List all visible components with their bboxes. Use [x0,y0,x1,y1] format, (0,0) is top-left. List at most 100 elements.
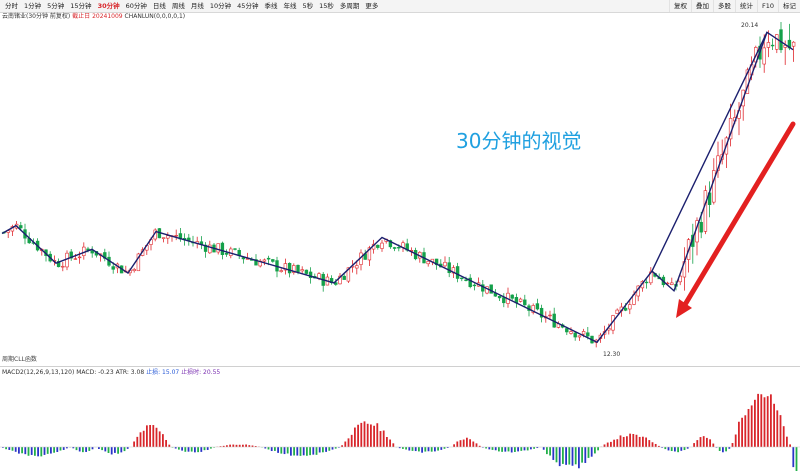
macd-bar [287,447,289,453]
toolbar-button[interactable]: 多股 [713,0,735,12]
macd-bar [552,447,554,460]
period-tab[interactable]: 季线 [261,0,280,12]
macd-bar [181,447,183,451]
candle-body [288,263,291,273]
toolbar-button[interactable]: F10 [757,0,778,12]
macd-bar [156,428,158,447]
macd-bar [380,431,382,447]
macd-bar [495,447,497,450]
toolbar-button[interactable]: 统计 [735,0,757,12]
period-tab[interactable]: 1分钟 [21,0,44,12]
candle-body [78,257,81,258]
macd-bar [565,447,567,465]
macd-bar [114,447,116,453]
macd-bar [610,442,612,447]
candle-body [586,333,589,336]
macd-bar [271,447,273,451]
macd-bar [408,447,410,451]
period-tab[interactable]: 更多 [362,0,381,12]
macd-bar [40,447,42,456]
macd-bar [344,442,346,447]
macd-bar [469,439,471,447]
low-price-label: 12.30 [603,351,620,358]
macd-bar [492,447,494,450]
macd-bar [424,447,426,452]
candle-body [460,278,463,279]
macd-bar [706,438,708,447]
period-tab[interactable]: 60分钟 [123,0,150,12]
macd-bar [418,447,420,451]
macd-bar [508,447,510,451]
candlestick-chart[interactable]: 20.14 12.30 [0,22,800,365]
macd-bar [527,447,529,450]
macd-value: MACD: -0.23 [76,369,113,376]
macd-bar [386,437,388,447]
period-tab[interactable]: 5分钟 [44,0,67,12]
macd-bar [306,447,308,456]
period-tab[interactable]: 年线 [280,0,299,12]
macd-bar [412,447,414,451]
macd-info-bar: MACD2(12,26,9,13,120) MACD: -0.23 ATR: 3… [2,369,220,377]
period-tab[interactable]: 15分钟 [67,0,94,12]
candle-body [565,328,568,331]
macd-bar [127,447,129,449]
candle-body [271,259,274,261]
macd-bar [671,447,673,451]
macd-bar [300,447,302,456]
toolbar-button[interactable]: 标记 [778,0,800,12]
period-tab[interactable]: 分时 [2,0,21,12]
macd-bar [578,447,580,468]
period-tab[interactable]: 45分钟 [234,0,261,12]
macd-bar [341,445,343,447]
macd-bar [133,441,135,447]
candle-body [502,298,505,303]
macd-bar [783,426,785,447]
candle-body [221,243,224,255]
period-tab[interactable]: 周线 [169,0,188,12]
stock-name: 云南锗业(30分钟 前复权) [2,13,70,20]
macd-bar [591,447,593,457]
macd-bar [776,410,778,447]
candle-body [670,283,673,285]
toolbar-button[interactable]: 复权 [669,0,691,12]
macd-chart[interactable] [0,377,800,471]
indicator-label: CHANLUN(0,0,0,0,1) [125,13,186,20]
macd-bar [520,447,522,451]
candle-body [376,245,379,247]
macd-bar [581,447,583,463]
candle-body [780,30,783,50]
macd-bar [178,447,180,450]
period-tab[interactable]: 10分钟 [207,0,234,12]
period-tab[interactable]: 日线 [150,0,169,12]
macd-bar [47,447,49,454]
macd-bar [239,445,241,447]
macd-bar [655,444,657,447]
candle-body [267,258,270,259]
toolbar-button[interactable]: 叠加 [691,0,713,12]
macd-bar [460,440,462,447]
period-tab[interactable]: 15秒 [316,0,337,12]
macd-bar [98,447,100,449]
macd-bar [639,437,641,447]
macd-bar [146,425,148,447]
macd-bar [709,439,711,447]
macd-bar [780,415,782,447]
macd-bar [28,447,30,456]
period-tab[interactable]: 5秒 [299,0,316,12]
candle-body [473,285,476,286]
macd-bar [623,437,625,447]
period-tab[interactable]: 多周期 [337,0,363,12]
macd-bar [124,447,126,451]
period-tab[interactable]: 月线 [188,0,207,12]
macd-bar [354,428,356,447]
macd-bar [504,447,506,452]
macd-bar [559,447,561,466]
period-tab[interactable]: 30分钟 [95,0,123,12]
macd-bar [392,443,394,447]
macd-bar [8,447,10,450]
macd-bar [319,447,321,452]
candle-body [549,315,552,316]
macd-bar [511,447,513,452]
macd-bar [402,447,404,449]
macd-bar [405,447,407,450]
